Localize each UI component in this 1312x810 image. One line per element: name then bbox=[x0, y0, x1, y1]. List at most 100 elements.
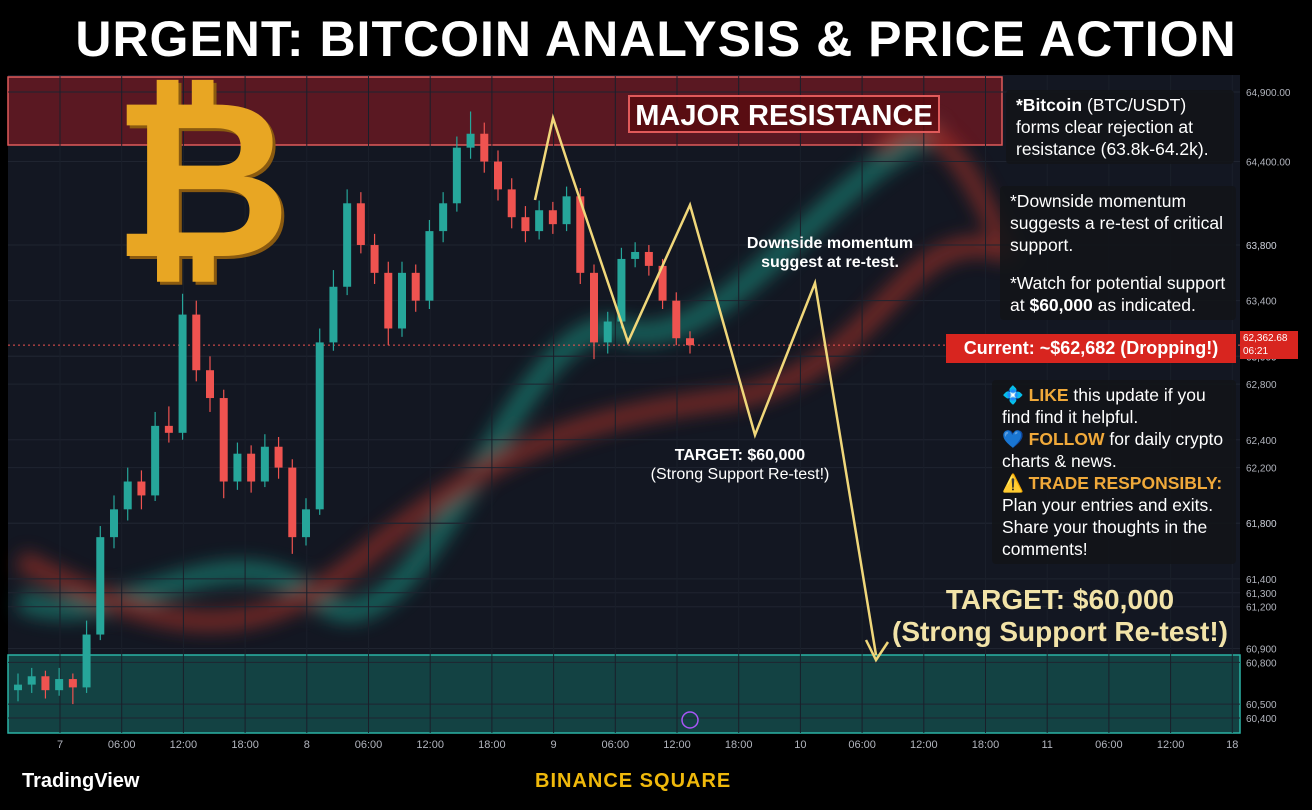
candle-body bbox=[672, 300, 681, 339]
x-tick-label: 10 bbox=[794, 739, 806, 751]
candle-body bbox=[480, 133, 489, 162]
panel-rejection: *Bitcoin (BTC/USDT) forms clear rejectio… bbox=[1006, 90, 1234, 164]
candle-body bbox=[658, 265, 667, 301]
x-tick-label: 11 bbox=[1041, 739, 1052, 751]
follow: 💙 FOLLOW for daily crypto charts & news. bbox=[1002, 428, 1226, 472]
target-big-sub: (Strong Support Re-test!) bbox=[892, 616, 1228, 647]
current-price-value: 62,362.68 bbox=[1243, 333, 1288, 345]
x-tick-label: 06:00 bbox=[602, 739, 630, 751]
x-tick-label: 06:00 bbox=[108, 739, 136, 751]
candle-body bbox=[206, 370, 214, 399]
y-tick-label: 63,800 bbox=[1246, 241, 1277, 252]
projection-arrow bbox=[864, 639, 890, 663]
y-tick-label: 61,300 bbox=[1246, 589, 1277, 600]
title: URGENT: BITCOIN ANALYSIS & PRICE ACTION bbox=[75, 11, 1237, 67]
x-tick-label: 7 bbox=[57, 739, 63, 751]
candle-body bbox=[247, 453, 256, 482]
x-tick-label: 12:00 bbox=[910, 739, 938, 751]
candle-body bbox=[315, 342, 324, 510]
y-tick-label: 64,400.00 bbox=[1246, 158, 1291, 169]
icon: 💠 bbox=[1002, 385, 1024, 405]
candle-body bbox=[96, 537, 105, 635]
candle-body bbox=[548, 210, 557, 225]
y-tick-label: 61,400 bbox=[1246, 575, 1277, 586]
candle-body bbox=[452, 147, 461, 204]
candle-body bbox=[356, 203, 365, 246]
icon: 💙 bbox=[1002, 429, 1024, 449]
bitcoin-logo: ₿ bbox=[112, 57, 292, 303]
text: this update if you find find it helpful. bbox=[1002, 385, 1206, 427]
y-tick-label: 63,800 bbox=[1246, 241, 1277, 252]
candle-body bbox=[151, 425, 160, 496]
moving-averages bbox=[15, 119, 1019, 631]
text: $60,000 bbox=[1029, 295, 1093, 315]
event-icon bbox=[681, 711, 699, 729]
support-zone bbox=[7, 654, 1241, 734]
candle-body bbox=[411, 272, 420, 301]
x-tick-label: 9 bbox=[551, 739, 557, 751]
candle-body bbox=[631, 251, 640, 259]
y-tick-label: 64,900.00 bbox=[1246, 88, 1291, 99]
candle-body bbox=[302, 509, 310, 538]
y-tick-label: 60,500 bbox=[1246, 700, 1277, 711]
text: (BTC/USDT) forms clear rejection at resi… bbox=[1016, 95, 1209, 159]
candle-body bbox=[164, 425, 173, 433]
candle-body bbox=[521, 217, 530, 232]
y-tick-label: 61,800 bbox=[1246, 519, 1277, 530]
y-tick-label: 61,800 bbox=[1246, 519, 1277, 530]
panel-cta: 💠 LIKE this update if you find find it h… bbox=[992, 380, 1236, 564]
candle-body bbox=[384, 272, 393, 329]
candle-body bbox=[110, 509, 118, 538]
candles bbox=[14, 111, 694, 705]
candle-body bbox=[55, 679, 64, 691]
candle-body bbox=[14, 684, 22, 691]
x-tick-label: 8 bbox=[304, 739, 310, 751]
candle-body bbox=[562, 196, 571, 225]
candle-body bbox=[41, 676, 50, 691]
candle-body bbox=[192, 314, 201, 371]
x-tick-label: 06:00 bbox=[1095, 739, 1123, 751]
y-tick-label: 60,900 bbox=[1246, 644, 1277, 655]
tradingview-brand: TradingView bbox=[22, 770, 140, 792]
x-tick-label: 18:00 bbox=[231, 739, 259, 751]
icon: ⚠️ bbox=[1002, 473, 1024, 493]
target-note-sub: (Strong Support Re-test!) bbox=[650, 466, 830, 483]
panel-momentum: *Downside momentum suggests a re-test of… bbox=[1000, 186, 1236, 320]
x-tick-label: 12:00 bbox=[663, 739, 691, 751]
candle-body bbox=[590, 272, 598, 343]
candle-body bbox=[343, 203, 352, 287]
text-block: *Watch for potential support at $60,000 … bbox=[1010, 272, 1226, 316]
binance-brand: BINANCE SQUARE bbox=[535, 770, 732, 792]
candle-body bbox=[576, 196, 585, 273]
text: for daily crypto charts & news. bbox=[1002, 429, 1224, 471]
candle-body bbox=[603, 321, 612, 343]
text: FOLLOW bbox=[1028, 429, 1105, 449]
x-tick-label: 06:00 bbox=[355, 739, 383, 751]
candle-body bbox=[494, 161, 502, 190]
x-tick-label: 12:00 bbox=[416, 739, 444, 751]
x-tick-label: 18 bbox=[1226, 739, 1238, 751]
candle-body bbox=[439, 203, 448, 232]
x-tick-label: 12:00 bbox=[170, 739, 198, 751]
candle-body bbox=[288, 467, 297, 538]
candle-body bbox=[644, 251, 653, 266]
resistance-label: MAJOR RESISTANCE bbox=[628, 95, 940, 133]
momentum-note: Downside momentum suggest at re-test. bbox=[746, 235, 914, 271]
warn: ⚠️ TRADE RESPONSIBLY: Plan your entries … bbox=[1002, 472, 1226, 560]
candle-body bbox=[617, 258, 626, 322]
candle-body bbox=[507, 189, 516, 218]
candle-body bbox=[466, 133, 475, 148]
x-tick-label: 18:00 bbox=[972, 739, 1000, 751]
target-big: TARGET: $60,000 bbox=[945, 584, 1175, 615]
text: TRADE RESPONSIBLY: bbox=[1028, 473, 1223, 493]
candle-body bbox=[260, 446, 269, 482]
y-tick-label: 62,800 bbox=[1246, 380, 1277, 391]
text: LIKE bbox=[1028, 385, 1069, 405]
y-tick-label: 61,200 bbox=[1246, 603, 1277, 614]
text: *Watch for potential support at bbox=[1010, 273, 1226, 315]
target-note: TARGET: $60,000 (Strong Support Re-test!… bbox=[630, 446, 850, 484]
candle-body bbox=[137, 481, 146, 496]
y-tick-label: 60,800 bbox=[1246, 658, 1277, 669]
x-tick-label: 18:00 bbox=[478, 739, 506, 751]
